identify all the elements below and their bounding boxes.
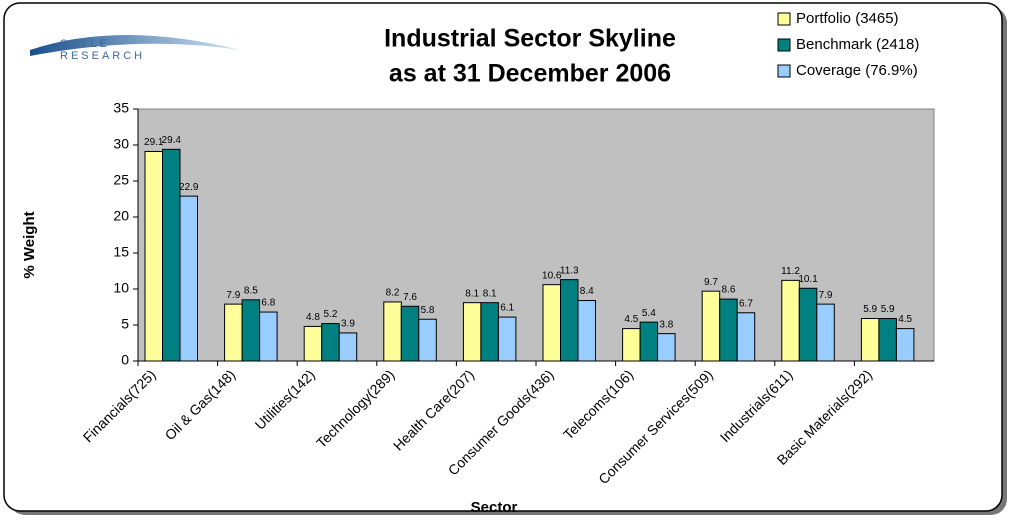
value-label: 8.4 xyxy=(580,286,594,297)
y-tick-label: 0 xyxy=(121,352,129,368)
value-label: 5.9 xyxy=(881,304,895,315)
bar xyxy=(241,299,261,362)
y-tick-label: 10 xyxy=(113,280,129,296)
bar xyxy=(303,325,323,362)
bar xyxy=(878,318,897,362)
value-label: 7.9 xyxy=(819,290,833,301)
bar xyxy=(162,148,181,362)
bar xyxy=(179,195,198,362)
value-label: 22.9 xyxy=(179,182,199,193)
value-label: 7.9 xyxy=(226,290,240,301)
value-label: 4.8 xyxy=(306,312,320,323)
value-label: 11.3 xyxy=(560,265,579,276)
bar xyxy=(657,333,676,362)
value-label: 8.2 xyxy=(386,288,400,299)
bar xyxy=(736,312,756,362)
bar xyxy=(701,290,721,362)
bar xyxy=(781,279,800,362)
value-label: 8.1 xyxy=(483,288,497,299)
value-label: 10.6 xyxy=(542,270,562,281)
x-axis-title: Sector xyxy=(471,499,518,516)
value-label: 5.8 xyxy=(421,305,435,316)
bar xyxy=(259,311,278,362)
value-label: 5.9 xyxy=(863,304,877,315)
value-label: 7.6 xyxy=(403,292,417,303)
value-label: 5.4 xyxy=(642,308,656,319)
y-tick-label: 15 xyxy=(113,244,129,260)
bar xyxy=(560,279,579,362)
bar xyxy=(577,300,596,362)
bar xyxy=(144,150,163,362)
value-label: 9.7 xyxy=(704,277,718,288)
bar xyxy=(400,305,420,362)
legend-label: Benchmark (2418) xyxy=(796,36,919,53)
bar xyxy=(480,302,499,362)
bar xyxy=(895,328,915,362)
bar xyxy=(639,321,659,362)
value-label: 8.5 xyxy=(244,285,258,296)
value-label: 29.1 xyxy=(144,137,164,148)
logo-wave xyxy=(30,35,240,56)
legend-swatch xyxy=(777,12,791,26)
bar xyxy=(622,328,641,362)
legend-swatch xyxy=(777,64,791,78)
y-tick-label: 35 xyxy=(113,100,129,116)
value-label: 5.2 xyxy=(323,309,337,320)
value-label: 8.6 xyxy=(721,285,735,296)
legend-swatch xyxy=(777,38,791,52)
value-label: 4.5 xyxy=(624,314,638,325)
bar xyxy=(321,323,340,362)
y-tick-label: 20 xyxy=(113,208,129,224)
bar xyxy=(798,287,818,362)
bar xyxy=(816,303,835,362)
bar xyxy=(719,298,738,362)
chart-title: Industrial Sector Skyline xyxy=(384,25,676,53)
bar xyxy=(418,318,437,362)
legend-label: Portfolio (3465) xyxy=(796,10,899,27)
value-label: 6.7 xyxy=(739,298,753,309)
value-label: 10.1 xyxy=(798,274,818,285)
value-label: 8.1 xyxy=(465,288,479,299)
chart-subtitle: as at 31 December 2006 xyxy=(389,60,671,88)
y-axis-title: % Weight xyxy=(21,211,38,278)
value-label: 11.2 xyxy=(781,266,800,277)
value-label: 3.8 xyxy=(659,319,673,330)
y-tick-label: 5 xyxy=(121,316,129,332)
value-label: 3.9 xyxy=(341,319,355,330)
bar xyxy=(462,302,482,362)
bar xyxy=(497,316,517,362)
bar xyxy=(383,301,402,362)
y-tick-label: 25 xyxy=(113,172,129,188)
value-label: 6.8 xyxy=(261,298,275,309)
logo-text: RESEARCH xyxy=(60,50,145,62)
value-label: 29.4 xyxy=(162,135,182,146)
y-tick-label: 30 xyxy=(113,136,129,152)
bar xyxy=(860,318,880,362)
bar xyxy=(542,284,561,362)
logo-text: STYLE xyxy=(60,38,110,50)
value-label: 4.5 xyxy=(898,314,912,325)
bar xyxy=(224,303,243,362)
legend-label: Coverage (76.9%) xyxy=(796,62,918,79)
bar xyxy=(338,332,358,362)
value-label: 6.1 xyxy=(500,303,514,314)
